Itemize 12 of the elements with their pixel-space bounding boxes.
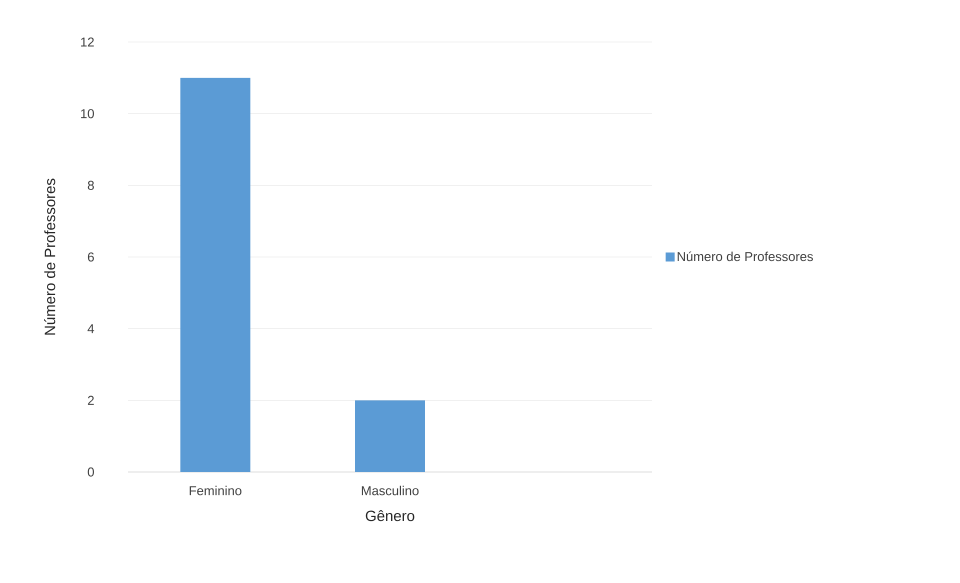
y-tick-label: 10 <box>81 109 94 118</box>
x-tick-label: Masculino <box>362 486 419 496</box>
y-tick-label: 12 <box>81 37 94 47</box>
y-tick-label: 2 <box>88 396 94 405</box>
y-tick-label: 8 <box>88 180 94 190</box>
y-tick-label: 6 <box>88 252 94 262</box>
y-axis-title: Número de Professores <box>44 178 56 335</box>
legend-label: Número de Professores <box>678 251 813 262</box>
x-tick-label: Feminino <box>190 486 242 496</box>
x-axis-title: Gênero <box>366 510 414 522</box>
y-tick-label: 4 <box>88 324 94 334</box>
y-tick-label: 0 <box>88 467 94 477</box>
